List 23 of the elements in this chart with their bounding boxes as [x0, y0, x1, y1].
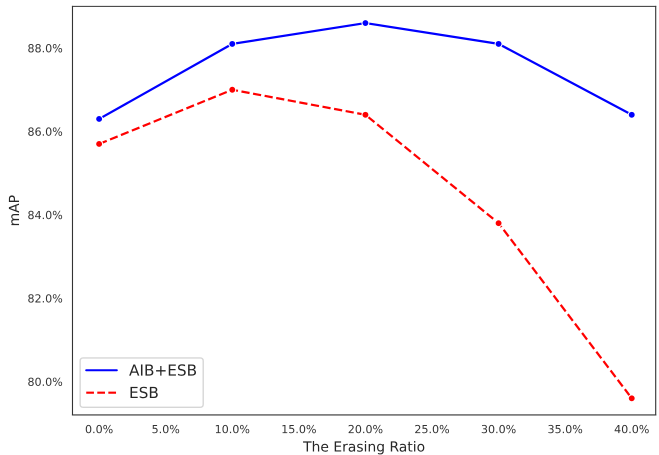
- x-tick-label: 30.0%: [482, 424, 516, 434]
- point: [628, 394, 636, 402]
- x-tick-label: 10.0%: [216, 424, 250, 434]
- point: [228, 86, 236, 94]
- y-tick-label: 88.0%: [28, 44, 62, 52]
- point: [361, 110, 370, 119]
- x-tick-label: 35.0%: [548, 424, 582, 434]
- x-tick-label: 0.0%: [86, 424, 113, 434]
- x-tick-label: 25.0%: [415, 424, 450, 434]
- y-tick-label: 82.0%: [28, 294, 62, 303]
- y-axis-title: mAP: [8, 195, 20, 226]
- point: [494, 219, 503, 228]
- x-tick-label: 20.0%: [348, 424, 382, 434]
- y-tick-label: 84.0%: [28, 210, 62, 220]
- x-axis-title: The Erasing Ratio: [303, 440, 424, 454]
- legend-label: ESB: [130, 386, 158, 398]
- point: [628, 110, 636, 119]
- legend-label: AIB+ESB: [129, 364, 196, 376]
- y-tick-label: 80.0%: [28, 378, 62, 386]
- x-tick-label: 40.0%: [614, 424, 649, 434]
- x-tick-label: 5.0%: [152, 424, 180, 434]
- y-tick-label: 86.0%: [28, 127, 62, 136]
- x-tick-label: 15.0%: [282, 424, 316, 434]
